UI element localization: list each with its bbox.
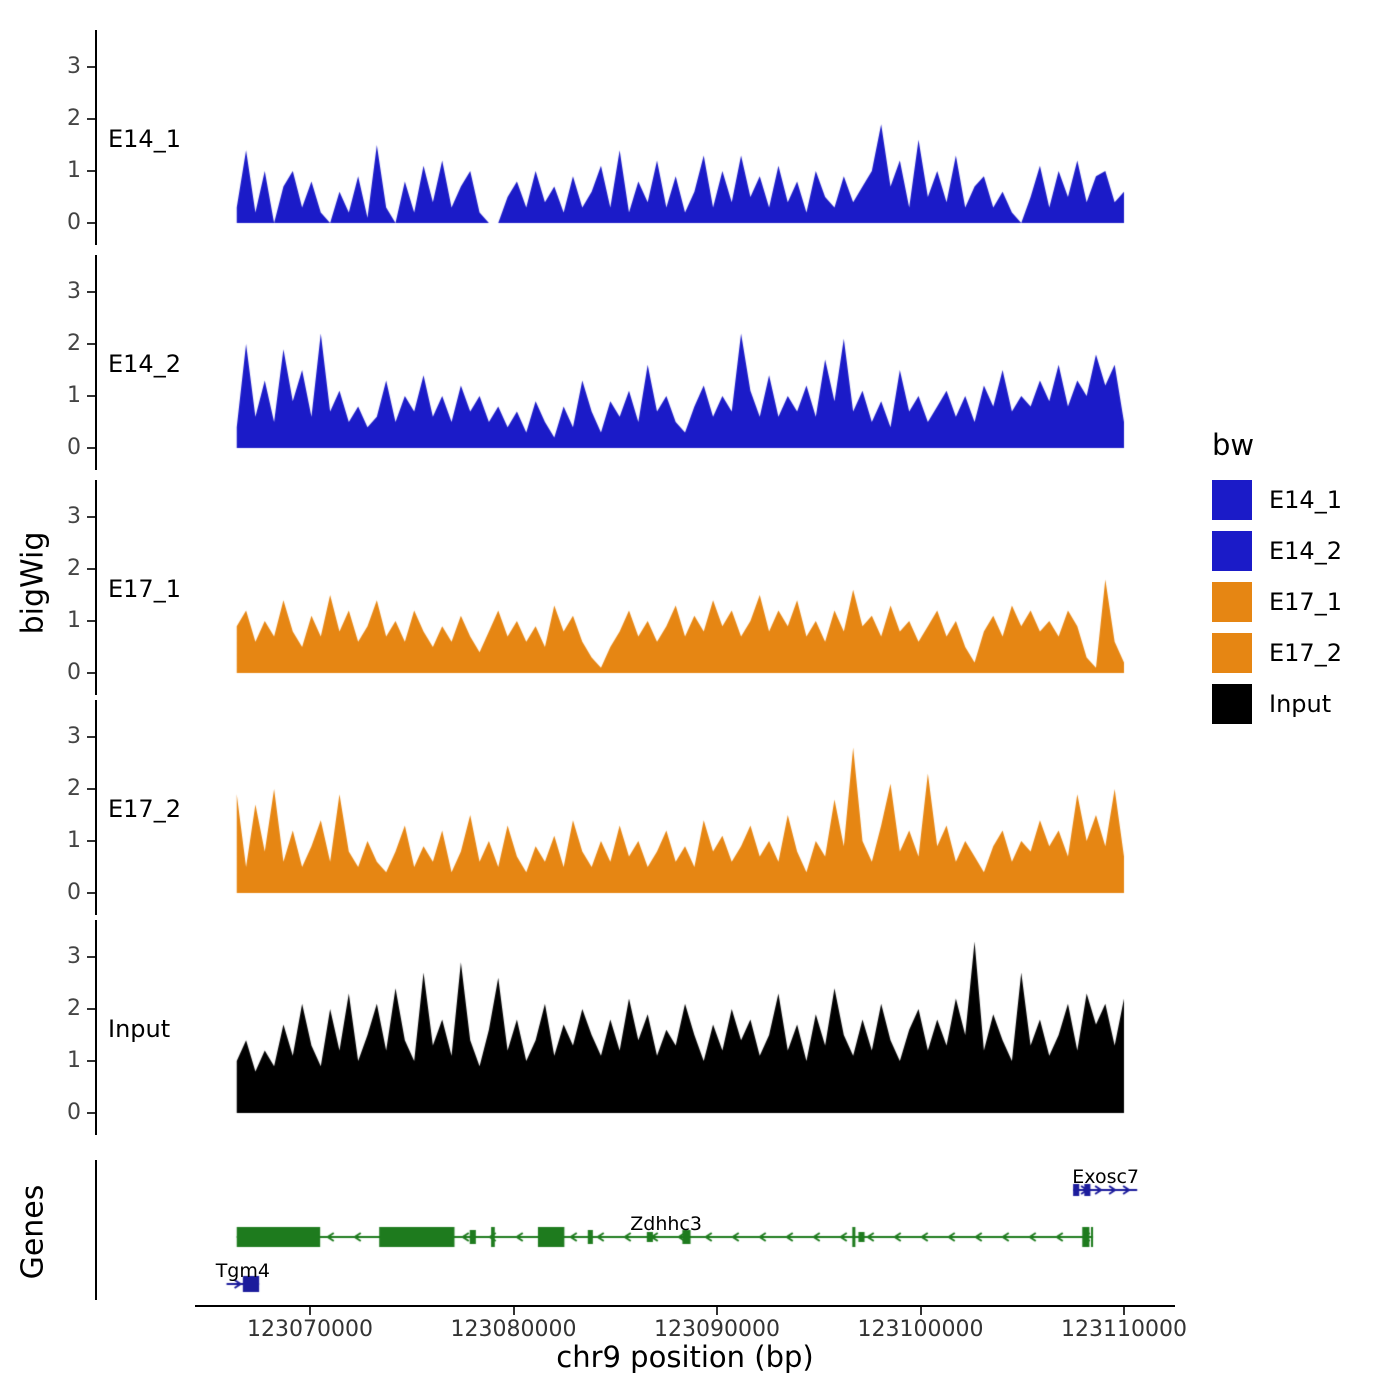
legend-item-e14_1: E14_1 (1212, 480, 1342, 520)
y-tick-mark (87, 1008, 95, 1010)
x-tick-mark (309, 1307, 311, 1315)
legend-swatch-e17_1 (1212, 582, 1252, 622)
coverage-canvas-e17_2 (97, 700, 1175, 915)
y-tick-mark (87, 620, 95, 622)
y-tick-label: 2 (67, 106, 81, 131)
gene-label-zdhhc3: Zdhhc3 (630, 1213, 702, 1235)
gene-label-exosc7: Exosc7 (1072, 1166, 1140, 1188)
x-tick-label: 123070000 (247, 1317, 373, 1342)
y-tick-label: 0 (67, 210, 81, 235)
y-tick-mark (87, 447, 95, 449)
legend-label: E14_1 (1269, 486, 1342, 514)
legend-swatch-e17_2 (1212, 633, 1252, 673)
y-tick-label: 1 (67, 608, 81, 633)
y-axis-line (95, 480, 97, 695)
x-tick-label: 123090000 (654, 1317, 780, 1342)
y-tick-mark (87, 736, 95, 738)
y-tick-label: 2 (67, 776, 81, 801)
y-tick-mark (87, 568, 95, 570)
y-axis-line (95, 255, 97, 470)
y-tick-mark (87, 343, 95, 345)
y-tick-mark (87, 1060, 95, 1062)
x-tick-mark (919, 1307, 922, 1315)
legend-item-e17_2: E17_2 (1212, 633, 1342, 673)
y-tick-label: 0 (67, 660, 81, 685)
y-tick-label: 2 (67, 996, 81, 1021)
x-tick-mark (512, 1307, 515, 1315)
y-tick-mark (87, 672, 95, 674)
y-tick-mark (87, 222, 95, 224)
y-tick-label: 1 (67, 1048, 81, 1073)
coverage-canvas-e14_2 (97, 255, 1175, 470)
x-tick-label: 123080000 (450, 1317, 577, 1342)
gene-label-tgm4: Tgm4 (215, 1260, 270, 1282)
x-tick-mark (716, 1307, 718, 1315)
coverage-canvas-e14_1 (97, 30, 1175, 245)
y-tick-mark (87, 840, 95, 842)
legend-label: E17_1 (1269, 588, 1342, 616)
y-tick-mark (87, 395, 95, 397)
legend-swatch-input (1212, 684, 1252, 724)
y-tick-mark (87, 1112, 95, 1114)
legend-item-e14_2: E14_2 (1212, 531, 1342, 571)
y-axis-line (95, 30, 97, 245)
y-tick-mark (87, 892, 95, 894)
legend-swatch-e14_1 (1212, 480, 1252, 520)
y-tick-label: 1 (67, 828, 81, 853)
legend-item-input: Input (1212, 684, 1342, 724)
y-tick-label: 1 (67, 383, 81, 408)
x-tick-label: 123110000 (1061, 1317, 1187, 1342)
bigwig-axis-title: bigWig (15, 531, 51, 635)
y-tick-label: 1 (67, 158, 81, 183)
y-tick-mark (87, 66, 95, 68)
y-tick-label: 3 (67, 724, 81, 749)
y-tick-mark (87, 788, 95, 790)
legend: bw E14_1 E14_2 E17_1 E17_2 Input (1212, 428, 1342, 735)
legend-items: E14_1 E14_2 E17_1 E17_2 Input (1212, 480, 1342, 724)
coverage-canvas-e17_1 (97, 480, 1175, 695)
y-tick-mark (87, 170, 95, 172)
x-axis-title: chr9 position (bp) (556, 1340, 814, 1374)
y-tick-label: 0 (67, 435, 81, 460)
y-tick-label: 3 (67, 54, 81, 79)
legend-label: E17_2 (1269, 639, 1342, 667)
y-axis-line (95, 920, 97, 1135)
genes-axis-title: Genes (15, 1184, 51, 1280)
x-axis-line (195, 1305, 1175, 1307)
y-tick-label: 3 (67, 279, 81, 304)
y-tick-mark (87, 956, 95, 958)
y-tick-mark (87, 291, 95, 293)
coverage-canvas-input (97, 920, 1175, 1135)
y-tick-label: 3 (67, 504, 81, 529)
legend-title: bw (1212, 428, 1255, 462)
genes-axis-line (95, 1160, 97, 1300)
y-tick-label: 2 (67, 556, 81, 581)
y-tick-label: 0 (67, 1100, 81, 1125)
x-tick-mark (1123, 1307, 1125, 1315)
y-tick-mark (87, 516, 95, 518)
legend-label: Input (1269, 690, 1332, 718)
y-tick-label: 0 (67, 880, 81, 905)
legend-label: E14_2 (1269, 537, 1342, 565)
genes-canvas (97, 1160, 1175, 1305)
legend-swatch-e14_2 (1212, 531, 1252, 571)
y-tick-label: 3 (67, 944, 81, 969)
y-tick-label: 2 (67, 331, 81, 356)
x-tick-label: 123100000 (857, 1317, 984, 1342)
legend-item-e17_1: E17_1 (1212, 582, 1342, 622)
y-tick-mark (87, 118, 95, 120)
y-axis-line (95, 700, 97, 915)
